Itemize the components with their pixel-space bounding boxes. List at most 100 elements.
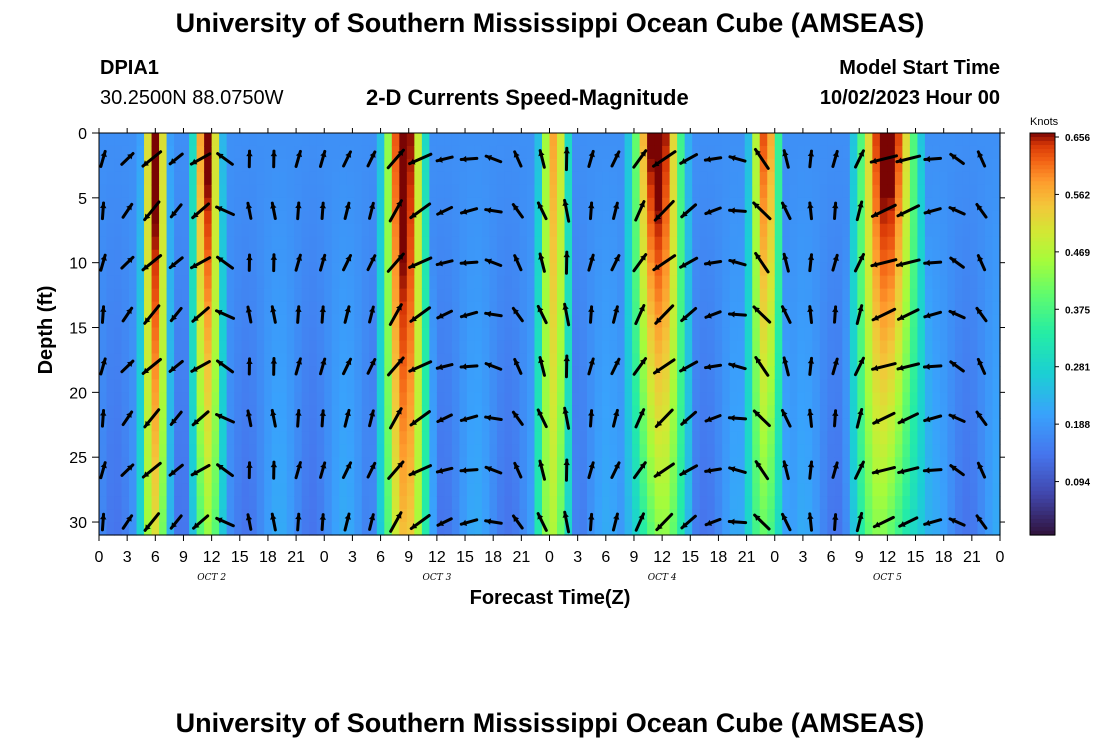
heatmap-cell	[196, 145, 205, 160]
heatmap-cell	[992, 353, 1001, 368]
heatmap-cell	[256, 210, 265, 225]
heatmap-cell	[249, 275, 258, 290]
heatmap-cell	[812, 249, 821, 264]
heatmap-cell	[189, 275, 198, 290]
heatmap-cell	[827, 275, 836, 290]
heatmap-cell	[714, 405, 723, 419]
heatmap-cell	[954, 145, 964, 160]
heatmap-cell	[451, 340, 460, 355]
colorbar-segment	[1030, 177, 1055, 182]
heatmap-cell	[444, 314, 453, 329]
heatmap-cell	[789, 223, 798, 238]
heatmap-cell	[151, 431, 160, 445]
heatmap-cell	[722, 275, 731, 290]
colorbar-segment	[1030, 502, 1055, 508]
heatmap-cell	[474, 249, 483, 264]
heatmap-cell	[339, 210, 348, 225]
heatmap-cell	[354, 366, 363, 380]
heatmap-cell	[271, 509, 280, 523]
heatmap-cell	[534, 145, 543, 160]
heatmap-cell	[264, 249, 273, 264]
heatmap-cell	[654, 223, 663, 238]
current-vector	[949, 360, 965, 373]
heatmap-cell	[144, 496, 153, 510]
heatmap-cell	[534, 353, 543, 368]
heatmap-cell	[969, 522, 979, 536]
heatmap-cell	[902, 379, 911, 393]
heatmap-cell	[421, 418, 430, 432]
heatmap-cell	[714, 210, 723, 225]
heatmap-cell	[587, 288, 596, 303]
heatmap-cell	[594, 353, 603, 368]
heatmap-cell	[174, 522, 183, 536]
heatmap-cell	[391, 405, 400, 419]
heatmap-cell	[969, 171, 979, 186]
heatmap-cell	[969, 379, 979, 393]
heatmap-cell	[759, 496, 768, 510]
heatmap-cell	[909, 301, 919, 316]
current-vector	[703, 156, 723, 163]
current-vector	[319, 357, 327, 376]
heatmap-cell	[99, 158, 108, 173]
heatmap-cell	[519, 496, 528, 510]
heatmap-cell	[271, 470, 280, 484]
heatmap-cell	[136, 340, 145, 355]
heatmap-cell	[977, 470, 986, 484]
colorbar-segment	[1030, 382, 1055, 387]
heatmap-cell	[939, 133, 949, 147]
heatmap-cell	[106, 262, 115, 277]
day-label: OCT 3	[422, 573, 451, 583]
heatmap-cell	[827, 340, 836, 355]
heatmap-cell	[834, 340, 843, 355]
heatmap-cell	[181, 262, 190, 277]
heatmap-cell	[504, 340, 513, 355]
heatmap-cell	[106, 197, 115, 212]
heatmap-cell	[496, 210, 506, 225]
heatmap-cell	[309, 392, 318, 406]
heatmap-cell	[947, 340, 956, 355]
heatmap-cell	[857, 171, 866, 186]
heatmap-cell	[481, 301, 491, 316]
heatmap-cell	[121, 133, 130, 147]
heatmap-cell	[541, 327, 551, 342]
heatmap-cell	[579, 379, 588, 393]
x-tick-label: 0	[320, 549, 329, 566]
heatmap-cell	[587, 171, 596, 186]
heatmap-cell	[279, 470, 288, 484]
heatmap-cell	[339, 379, 348, 393]
heatmap-cell	[114, 379, 123, 393]
heatmap-cell	[729, 379, 738, 393]
heatmap-cell	[204, 327, 213, 342]
current-vector	[948, 517, 966, 527]
heatmap-cell	[842, 145, 851, 160]
heatmap-cell	[744, 197, 753, 212]
heatmap-cell	[331, 133, 340, 147]
heatmap-cell	[767, 418, 776, 432]
heatmap-cell	[481, 262, 491, 277]
heatmap-cell	[752, 392, 761, 406]
heatmap-cell	[391, 496, 400, 510]
heatmap-cell	[489, 405, 498, 419]
heatmap-cell	[857, 340, 866, 355]
heatmap-cell	[369, 262, 378, 277]
heatmap-cell	[744, 133, 753, 147]
current-vector	[408, 152, 433, 166]
heatmap-cell	[354, 236, 363, 251]
heatmap-cell	[444, 405, 453, 419]
heatmap-cell	[699, 249, 708, 264]
heatmap-cell	[864, 210, 873, 225]
current-vector	[634, 408, 646, 429]
heatmap-cell	[669, 470, 678, 484]
heatmap-cell	[977, 483, 986, 497]
heatmap-cell	[226, 509, 235, 523]
current-vector	[704, 517, 722, 527]
heatmap-cell	[489, 444, 498, 458]
heatmap-cell	[256, 223, 265, 238]
heatmap-cell	[346, 236, 355, 251]
heatmap-cell	[759, 314, 768, 329]
heatmap-cell	[114, 314, 123, 329]
heatmap-cell	[324, 145, 333, 160]
heatmap-cell	[939, 314, 949, 329]
heatmap-cell	[887, 509, 896, 523]
heatmap-cell	[504, 288, 513, 303]
